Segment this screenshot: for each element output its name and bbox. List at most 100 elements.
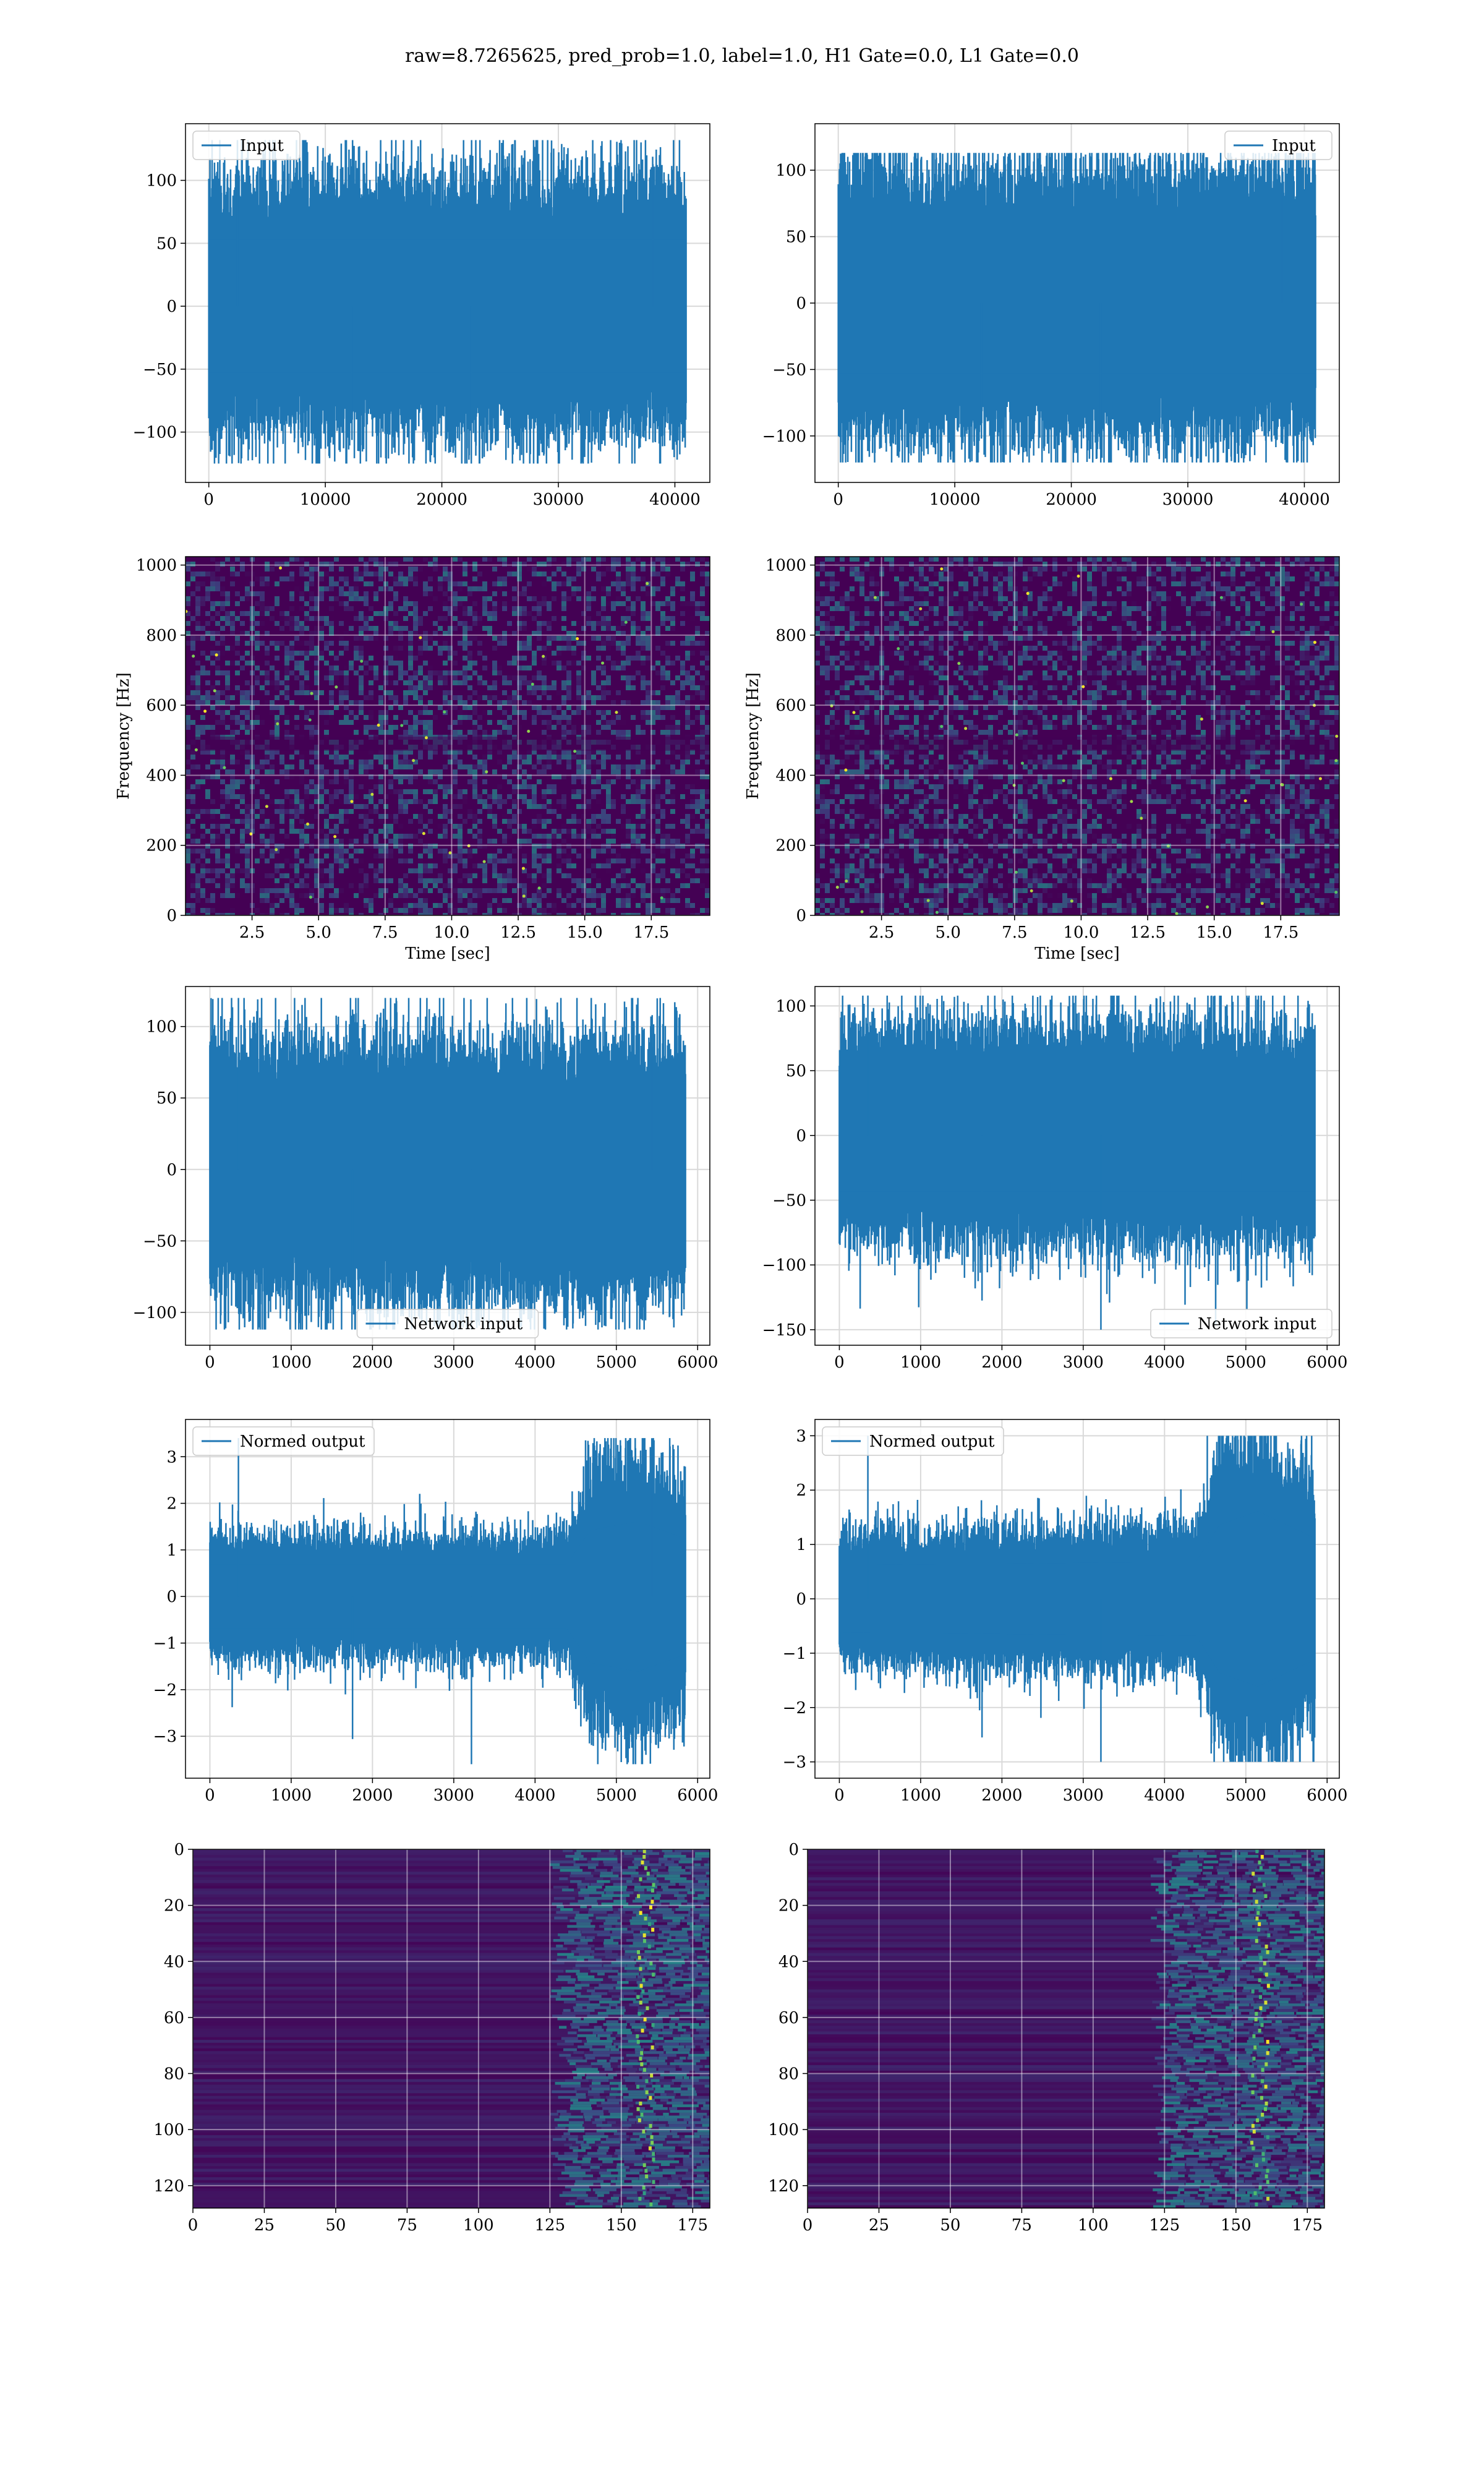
y-axis-label: Frequency [Hz] — [114, 672, 133, 800]
panel-feature-map-h1: 0 25 50 75 100 125 150 175 0 20 40 60 80 100 120 — [153, 1841, 710, 2235]
y-axis-label: Frequency [Hz] — [744, 672, 762, 800]
panel-network-input-h1: 0 1000 2000 3000 4000 5000 6000 −100 −50 0 50 100 Ne… — [133, 986, 718, 1372]
tick-labels: 2.5 5.0 7.5 10.0 12.5 15.0 17.5 0 200 400 600 800 10… — [765, 557, 1298, 942]
axes-frame — [185, 986, 710, 1346]
plot-area — [186, 1419, 710, 1778]
x-axis-label: Time [sec] — [1034, 944, 1120, 963]
series-core — [838, 233, 1316, 374]
legend: Input — [192, 131, 301, 160]
x-tick-label: 20000 — [416, 490, 467, 509]
x-tick-label: 25 — [254, 2216, 275, 2235]
y-tick-label: 100 — [146, 1018, 177, 1037]
x-tick-label: 0 — [205, 1786, 215, 1805]
panel-normed-output-h1: 0 1000 2000 3000 4000 5000 6000 −3 −2 −1 0 1 2 3 Norme… — [153, 1419, 719, 1805]
x-axis-label: Time [sec] — [405, 944, 490, 963]
y-tick-label: 0 — [796, 1127, 806, 1145]
y-tick-label: 0 — [796, 1590, 806, 1609]
y-tick-label: 50 — [156, 1089, 177, 1108]
x-tick-label: 40000 — [649, 490, 701, 509]
panel-feature-map-l1: 0 25 50 75 100 125 150 175 0 20 40 60 80 100 120 — [768, 1841, 1325, 2235]
y-tick-label: −100 — [762, 1256, 806, 1275]
grid — [186, 557, 710, 915]
x-tick-label: 2000 — [981, 1353, 1022, 1372]
x-tick-label: 50 — [940, 2216, 960, 2235]
x-tick-label: 150 — [1221, 2216, 1252, 2235]
panel-normed-output-l1: 0 1000 2000 3000 4000 5000 6000 −3 −2 −1 0 1 2 3 Norme… — [783, 1419, 1347, 1805]
y-tick-label: −2 — [783, 1699, 806, 1718]
x-tick-label: 5000 — [596, 1786, 637, 1805]
plot-area — [186, 987, 710, 1345]
x-tick-label: 7.5 — [1002, 923, 1027, 942]
x-tick-label: 17.5 — [633, 923, 669, 942]
plot-area — [815, 1419, 1339, 1778]
grid — [808, 1849, 1324, 2208]
x-tick-label: 2000 — [981, 1786, 1022, 1805]
legend-label: Input — [240, 137, 284, 155]
x-tick-label: 10000 — [929, 490, 981, 509]
panel-network-input-l1: 0 1000 2000 3000 4000 5000 6000 −150 −100 −50 0 50 1… — [762, 986, 1347, 1372]
panel-input-h1: 0 10000 20000 30000 40000 −100 −50 0 50 100 Input — [133, 123, 710, 509]
panel-spectrogram-l1: 2.5 5.0 7.5 10.0 12.5 15.0 17.5 0 200 400 600 800 10… — [744, 556, 1340, 963]
x-tick-label: 0 — [834, 1786, 845, 1805]
x-tick-label: 175 — [677, 2216, 708, 2235]
y-tick-label: 1 — [166, 1541, 177, 1560]
y-tick-label: 800 — [146, 627, 177, 645]
x-tick-label: 0 — [203, 490, 214, 509]
y-tick-label: 0 — [796, 907, 806, 925]
grid — [815, 557, 1339, 915]
y-tick-label: −100 — [133, 424, 177, 442]
plot-area — [193, 1849, 710, 2208]
y-tick-label: 60 — [778, 2009, 799, 2027]
x-tick-label: 0 — [834, 1353, 845, 1372]
panels: 0 10000 20000 30000 40000−100−50050100Input0… — [114, 123, 1347, 2235]
axes-frame — [807, 1849, 1325, 2209]
y-tick-label: 600 — [146, 696, 177, 715]
x-tick-label: 4000 — [514, 1786, 555, 1805]
y-tick-label: 20 — [164, 1897, 184, 1915]
x-tick-label: 1000 — [900, 1786, 941, 1805]
figure-title: raw=8.7265625, pred_prob=1.0, label=1.0,… — [405, 45, 1079, 67]
y-tick-label: −100 — [133, 1304, 177, 1322]
x-tick-label: 30000 — [1162, 490, 1214, 509]
x-tick-label: 1000 — [900, 1353, 941, 1372]
x-tick-label: 5000 — [1226, 1353, 1266, 1372]
legend: Network input — [1150, 1309, 1333, 1338]
y-tick-label: 100 — [153, 2121, 184, 2139]
y-tick-label: 120 — [768, 2177, 799, 2196]
x-tick-label: 100 — [1078, 2216, 1109, 2235]
x-tick-label: 2000 — [352, 1353, 393, 1372]
y-tick-label: 1 — [796, 1536, 806, 1554]
y-tick-label: −3 — [153, 1727, 177, 1746]
legend-label: Network input — [1198, 1315, 1316, 1333]
x-tick-label: 6000 — [1307, 1353, 1347, 1372]
plot-area — [186, 124, 710, 482]
x-tick-label: 12.5 — [1130, 923, 1166, 942]
x-tick-label: 1000 — [271, 1786, 312, 1805]
y-tick-label: −1 — [153, 1635, 177, 1653]
y-tick-label: 1000 — [765, 557, 806, 575]
y-tick-label: −50 — [143, 1232, 177, 1251]
x-tick-label: 4000 — [514, 1353, 555, 1372]
tick-labels: 0 1000 2000 3000 4000 5000 6000 −3 −2 −1 0 1 2 3 — [153, 1448, 719, 1805]
plot-area — [815, 124, 1339, 482]
x-tick-label: 0 — [188, 2216, 198, 2235]
x-tick-label: 2000 — [352, 1786, 393, 1805]
axes-frame — [185, 1419, 710, 1779]
y-tick-label: 0 — [174, 1841, 184, 1859]
y-tick-label: 2 — [796, 1481, 806, 1500]
x-tick-label: 20000 — [1046, 490, 1097, 509]
panel-input-l1: 0 10000 20000 30000 40000 −100 −50 0 50 100 Input — [762, 123, 1340, 509]
legend: Input — [1224, 131, 1333, 160]
axes-frame — [814, 986, 1340, 1346]
y-tick-label: 200 — [146, 837, 177, 855]
tick-labels: 2.5 5.0 7.5 10.0 12.5 15.0 17.5 0 200 400 600 800 10… — [136, 557, 669, 942]
x-tick-label: 5.0 — [306, 923, 331, 942]
y-tick-label: 40 — [778, 1953, 799, 1971]
y-tick-label: −3 — [783, 1753, 806, 1772]
y-tick-label: 1000 — [136, 557, 177, 575]
legend-label: Network input — [404, 1315, 523, 1333]
x-tick-label: 75 — [397, 2216, 417, 2235]
y-tick-label: 100 — [775, 997, 806, 1016]
x-tick-label: 5000 — [596, 1353, 637, 1372]
x-tick-label: 4000 — [1144, 1786, 1185, 1805]
